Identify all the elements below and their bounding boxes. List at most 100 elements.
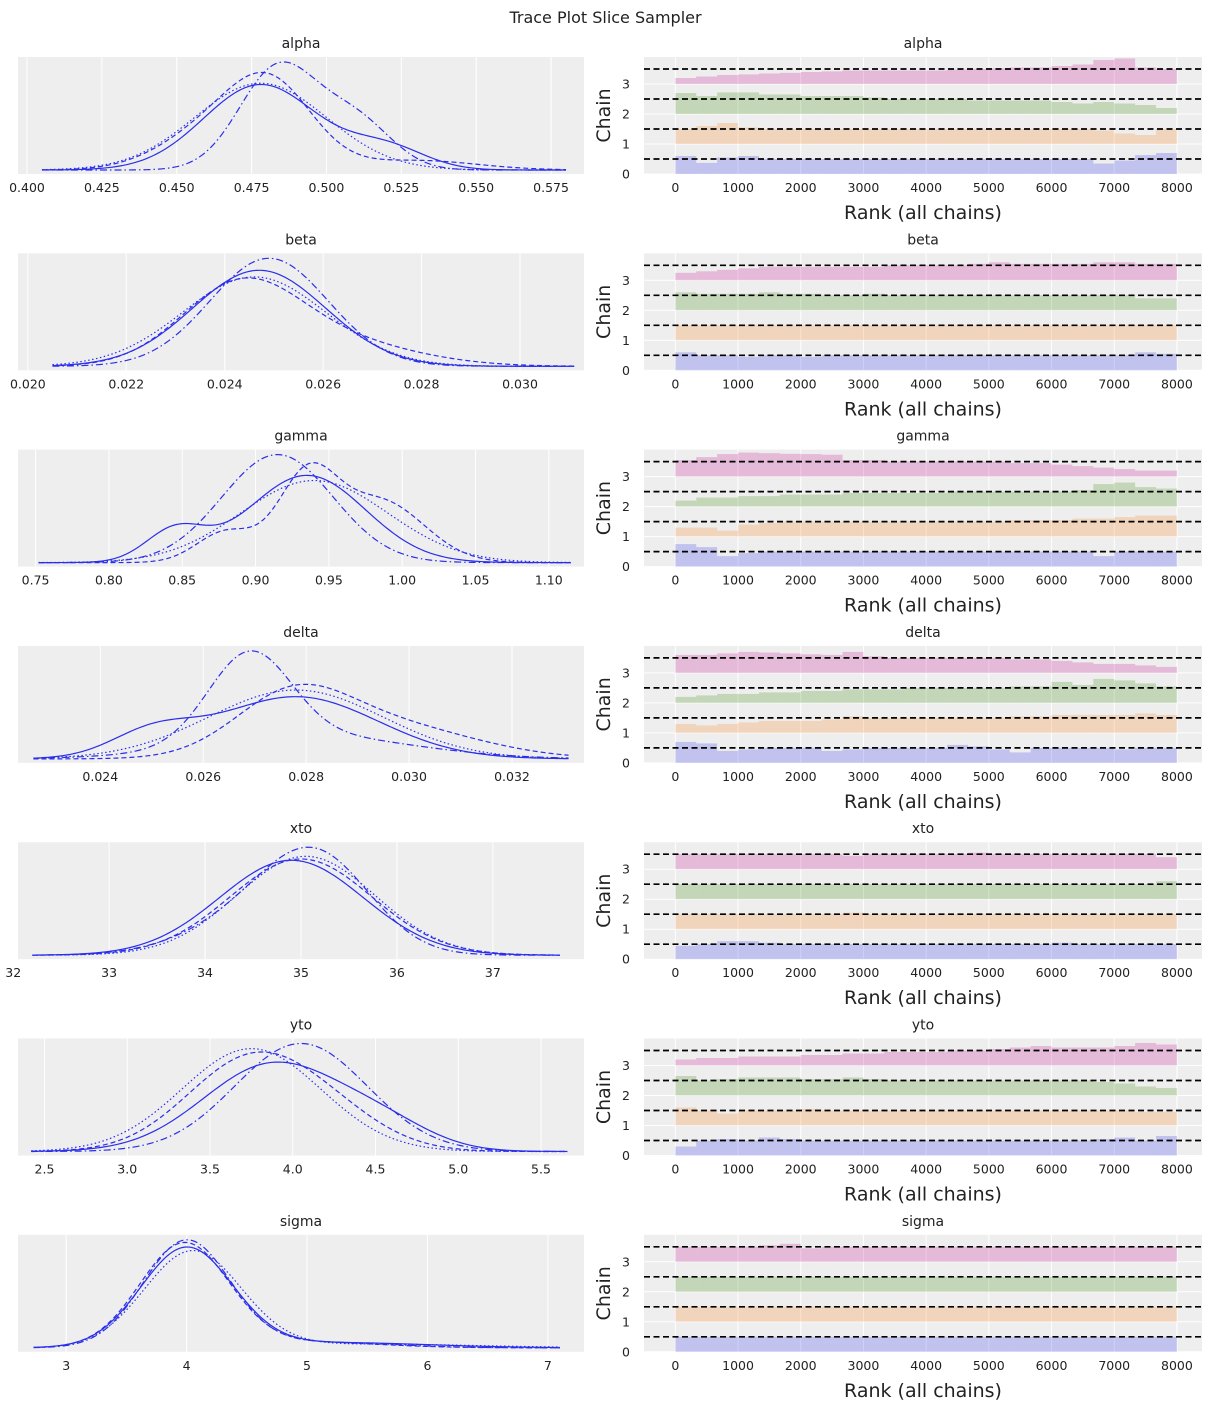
rank-bar [947, 1140, 968, 1156]
rank-hist-chain-3 [675, 58, 1177, 84]
rank-bar [717, 723, 739, 733]
rank-bar [1009, 1336, 1031, 1352]
rank-hist-chain-3 [675, 262, 1177, 281]
panels: 0.400 0.425 0.450 0.475 0.500 0.525 0.550 0.575… [5, 36, 1202, 1402]
rank-bar [884, 1306, 906, 1322]
rank-panel-background [644, 253, 1202, 371]
rank-bar [1114, 1083, 1136, 1096]
kde-xtick-label: 34 [197, 965, 213, 980]
rank-bar [863, 1276, 885, 1292]
rank-bar [1009, 716, 1031, 733]
rank-bar [842, 159, 864, 174]
kde-line-chain-0 [31, 1061, 568, 1153]
rank-bar [717, 750, 739, 763]
rank-bar [696, 1246, 718, 1262]
rank-bar [967, 461, 989, 477]
rank-bar [884, 747, 906, 763]
rank-hist-chain-1 [675, 325, 1177, 341]
kde-panel-background [18, 449, 584, 567]
rank-bar [1030, 1276, 1052, 1292]
rank-bar [779, 325, 801, 341]
rank-bar [738, 553, 759, 567]
kde-xtick-label: 0.90 [242, 573, 270, 588]
rank-bar [1135, 487, 1157, 507]
rank-bar [738, 1336, 759, 1352]
rank-bar [884, 129, 906, 144]
rank-bar [1114, 103, 1136, 114]
rank-bar [1072, 684, 1094, 703]
kde-line-chain-1 [33, 689, 569, 759]
kde-line-chain-2 [41, 71, 567, 171]
rank-bar [863, 914, 885, 930]
rank-bar [696, 1306, 718, 1322]
kde-panel-title: beta [285, 232, 317, 248]
rank-bar [821, 884, 843, 900]
rank-xtick-label: 1000 [722, 965, 754, 980]
kde-xtick-label: 0.450 [159, 180, 195, 195]
rank-bar [947, 717, 968, 733]
rank-bar [738, 1246, 759, 1262]
rank-ylabel: Chain [593, 677, 615, 731]
rank-bar [1093, 678, 1115, 703]
rank-bar [988, 551, 1010, 567]
rank-bar [821, 129, 843, 144]
rank-bar [842, 689, 864, 703]
rank-bar [988, 749, 1010, 763]
rank-bar [738, 854, 759, 870]
rank-bar [1135, 1246, 1157, 1262]
rank-bar [1051, 491, 1073, 507]
rank-bar [675, 741, 697, 763]
rank-bar [842, 325, 864, 341]
rank-bar [842, 295, 864, 311]
rank-bar [863, 656, 885, 673]
rank-xtick-label: 2000 [785, 376, 817, 391]
rank-bar [1135, 135, 1157, 144]
rank-bar [1135, 551, 1157, 567]
rank-bar [905, 461, 927, 477]
rank-bar [988, 1080, 1010, 1096]
rank-bar [800, 356, 822, 371]
rank-bar [947, 325, 968, 341]
rank-bar [1135, 298, 1157, 311]
rank-bar [1114, 714, 1136, 733]
rank-bar [1114, 160, 1136, 174]
rank-bar [947, 687, 968, 703]
rank-bar [1051, 520, 1073, 537]
rank-bar [779, 1243, 801, 1262]
rank-bar [947, 884, 968, 900]
rank-bar [947, 491, 968, 507]
rank-xtick-label: 7000 [1098, 1162, 1130, 1177]
rank-bar [884, 99, 906, 114]
kde-xtick-label: 0.475 [234, 180, 270, 195]
rank-xtick-label: 5000 [973, 180, 1005, 195]
rank-bar [675, 1059, 697, 1066]
rank-bar [1072, 1246, 1094, 1262]
rank-bar [926, 944, 948, 960]
rank-bar [842, 355, 864, 371]
rank-xlabel: Rank (all chains) [844, 398, 1002, 420]
rank-xtick-label: 8000 [1161, 769, 1193, 784]
rank-bar [696, 1058, 718, 1066]
rank-bar [738, 722, 759, 733]
rank-bar [1093, 1110, 1115, 1126]
rank-bar [926, 1052, 948, 1066]
rank-bar [779, 1056, 801, 1066]
rank-bar [821, 159, 843, 174]
rank-bar [1051, 464, 1073, 477]
rank-bar [905, 687, 927, 703]
rank-bar [1009, 325, 1031, 341]
rank-bar [821, 750, 843, 763]
rank-bar [884, 70, 906, 84]
rank-bar [863, 551, 885, 567]
rank-bar [675, 1146, 697, 1156]
kde-xtick-label: 0.85 [168, 573, 196, 588]
rank-xtick-label: 3000 [848, 1358, 880, 1373]
rank-bar [926, 1276, 948, 1292]
rank-bar [1114, 295, 1136, 311]
rank-ytick-label: 1 [622, 333, 630, 348]
rank-xtick-label: 7000 [1098, 180, 1130, 195]
rank-bar [717, 325, 739, 341]
kde-xtick-label: 2.5 [35, 1162, 55, 1177]
rank-bar [1072, 325, 1094, 341]
